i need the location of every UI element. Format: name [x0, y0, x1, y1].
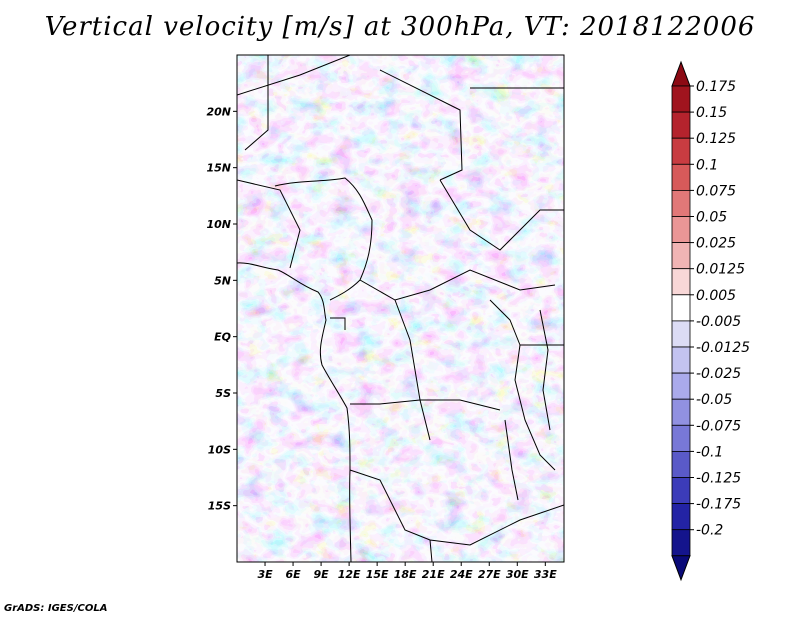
- colorbar-swatch: [671, 137, 691, 165]
- lat-tick-label: 15N: [206, 162, 231, 175]
- colorbar-swatch: [671, 346, 691, 374]
- colorbar-swatch: [671, 294, 691, 322]
- colorbar-swatch: [671, 477, 691, 505]
- colorbar-label: -0.175: [696, 497, 741, 513]
- colorbar-label: -0.0125: [696, 340, 750, 356]
- colorbar-swatch: [671, 529, 691, 557]
- velocity-field: [237, 55, 564, 562]
- lat-tick-label: 20N: [206, 105, 231, 118]
- lon-tick-label: 6E: [285, 568, 301, 581]
- lon-tick-label: 18E: [394, 568, 417, 581]
- map-frame: [236, 54, 565, 563]
- lon-tick-label: 21E: [422, 568, 445, 581]
- lat-tick-label: 10N: [206, 218, 231, 231]
- lat-tick-label: 15S: [208, 500, 231, 513]
- longitude-axis: 3E 6E 9E 12E 15E 18E 21E 24E 27E 30E 33E: [257, 562, 557, 581]
- lon-tick-label: 3E: [257, 568, 273, 581]
- lon-tick-label: 33E: [534, 568, 557, 581]
- colorbar-label: -0.05: [696, 392, 732, 408]
- colorbar-label: 0.05: [696, 210, 727, 226]
- colorbar-label: 0.125: [696, 131, 736, 147]
- colorbar-swatch: [671, 398, 691, 426]
- colorbar-max-arrow: [671, 60, 691, 87]
- lon-tick-label: 30E: [506, 568, 529, 581]
- lon-tick-label: 12E: [338, 568, 361, 581]
- colorbar-label: 0.005: [696, 288, 736, 304]
- colorbar-swatch: [671, 503, 691, 531]
- colorbar-swatch: [671, 424, 691, 452]
- colorbar-label: 0.175: [696, 79, 736, 95]
- lat-tick-label: 10S: [208, 443, 231, 456]
- colorbar-label: 0.075: [696, 183, 736, 199]
- lon-tick-label: 9E: [313, 568, 329, 581]
- colorbar-label: 0.15: [696, 105, 727, 121]
- colorbar-swatch: [671, 163, 691, 191]
- lat-tick-label: 5S: [215, 387, 231, 400]
- colorbar-swatch: [671, 450, 691, 478]
- colorbar-label: 0.0125: [696, 262, 745, 278]
- grads-credit: GrADS: IGES/COLA: [4, 603, 108, 614]
- colorbar: 0.175 0.15 0.125 0.1 0.075 0.05 0.025 0.0125 0.0…: [671, 60, 750, 582]
- lat-tick-label: 5N: [214, 274, 231, 287]
- colorbar-swatch: [671, 85, 691, 113]
- colorbar-min-arrow: [671, 555, 691, 582]
- colorbar-label: -0.125: [696, 471, 741, 487]
- latitude-axis: 20N 15N 10N 5N EQ 5S 10S 15S: [206, 105, 237, 513]
- colorbar-label: -0.1: [696, 444, 723, 460]
- country-borders: [237, 55, 564, 562]
- colorbar-swatch: [671, 268, 691, 296]
- lat-tick-label: EQ: [214, 331, 231, 344]
- colorbar-label: 0.025: [696, 236, 736, 252]
- colorbar-swatch: [671, 216, 691, 244]
- colorbar-label: 0.1: [696, 157, 718, 173]
- lon-tick-label: 24E: [450, 568, 473, 581]
- map-title: Vertical velocity [m/s] at 300hPa, VT: 2…: [44, 12, 756, 42]
- lon-tick-label: 27E: [478, 568, 501, 581]
- colorbar-swatch: [671, 189, 691, 217]
- colorbar-label: -0.025: [696, 366, 741, 382]
- colorbar-label: -0.075: [696, 418, 741, 434]
- colorbar-swatch: [671, 320, 691, 348]
- colorbar-swatch: [671, 242, 691, 270]
- colorbar-swatch: [671, 111, 691, 139]
- colorbar-label: -0.2: [696, 523, 723, 539]
- colorbar-swatch: [671, 372, 691, 400]
- lon-tick-label: 15E: [366, 568, 389, 581]
- colorbar-label: -0.005: [696, 314, 741, 330]
